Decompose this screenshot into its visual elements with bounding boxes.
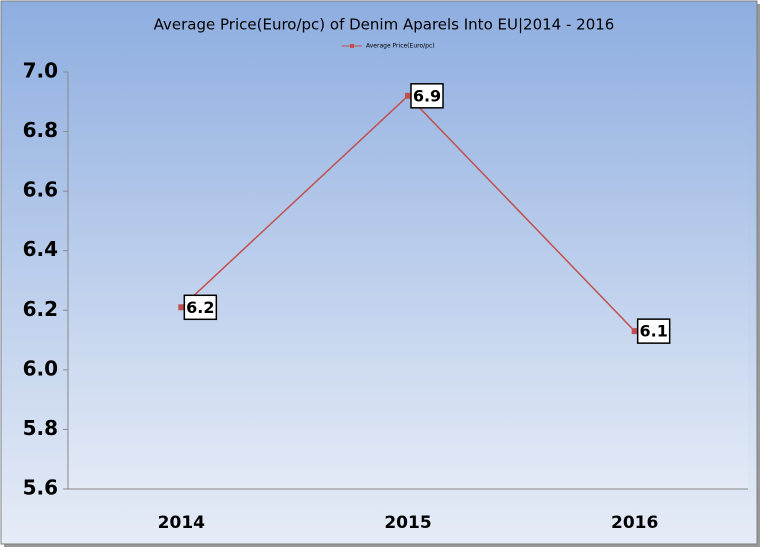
y-tick-label: 5.6 bbox=[23, 476, 58, 500]
x-tick-label: 2014 bbox=[158, 513, 205, 533]
value-label-box bbox=[636, 318, 671, 344]
value-label: 6.9 bbox=[413, 86, 441, 105]
x-tick-label: 2015 bbox=[384, 513, 431, 533]
x-tick-label: 2016 bbox=[611, 513, 658, 533]
point-marker bbox=[178, 304, 185, 311]
value-label-box bbox=[410, 83, 444, 109]
y-tick-label: 6.8 bbox=[23, 118, 58, 142]
value-label: 6.1 bbox=[639, 322, 667, 341]
plot-area bbox=[68, 72, 748, 489]
y-tick-label: 6.0 bbox=[23, 356, 58, 380]
y-tick-label: 5.8 bbox=[23, 416, 58, 440]
value-label: 6.2 bbox=[186, 298, 214, 317]
point-marker bbox=[631, 328, 638, 335]
y-tick-label: 6.2 bbox=[23, 297, 58, 321]
point-marker bbox=[405, 92, 411, 99]
value-label-box bbox=[183, 294, 218, 321]
y-tick-label: 6.4 bbox=[23, 237, 58, 261]
legend-label: Average Price(Euro/pc) bbox=[366, 43, 435, 50]
chart-title: Average Price(Euro/pc) of Denim Aparels … bbox=[154, 16, 615, 34]
y-tick-label: 7.0 bbox=[23, 59, 58, 83]
legend-marker bbox=[350, 44, 354, 48]
y-tick-label: 6.6 bbox=[23, 178, 58, 202]
